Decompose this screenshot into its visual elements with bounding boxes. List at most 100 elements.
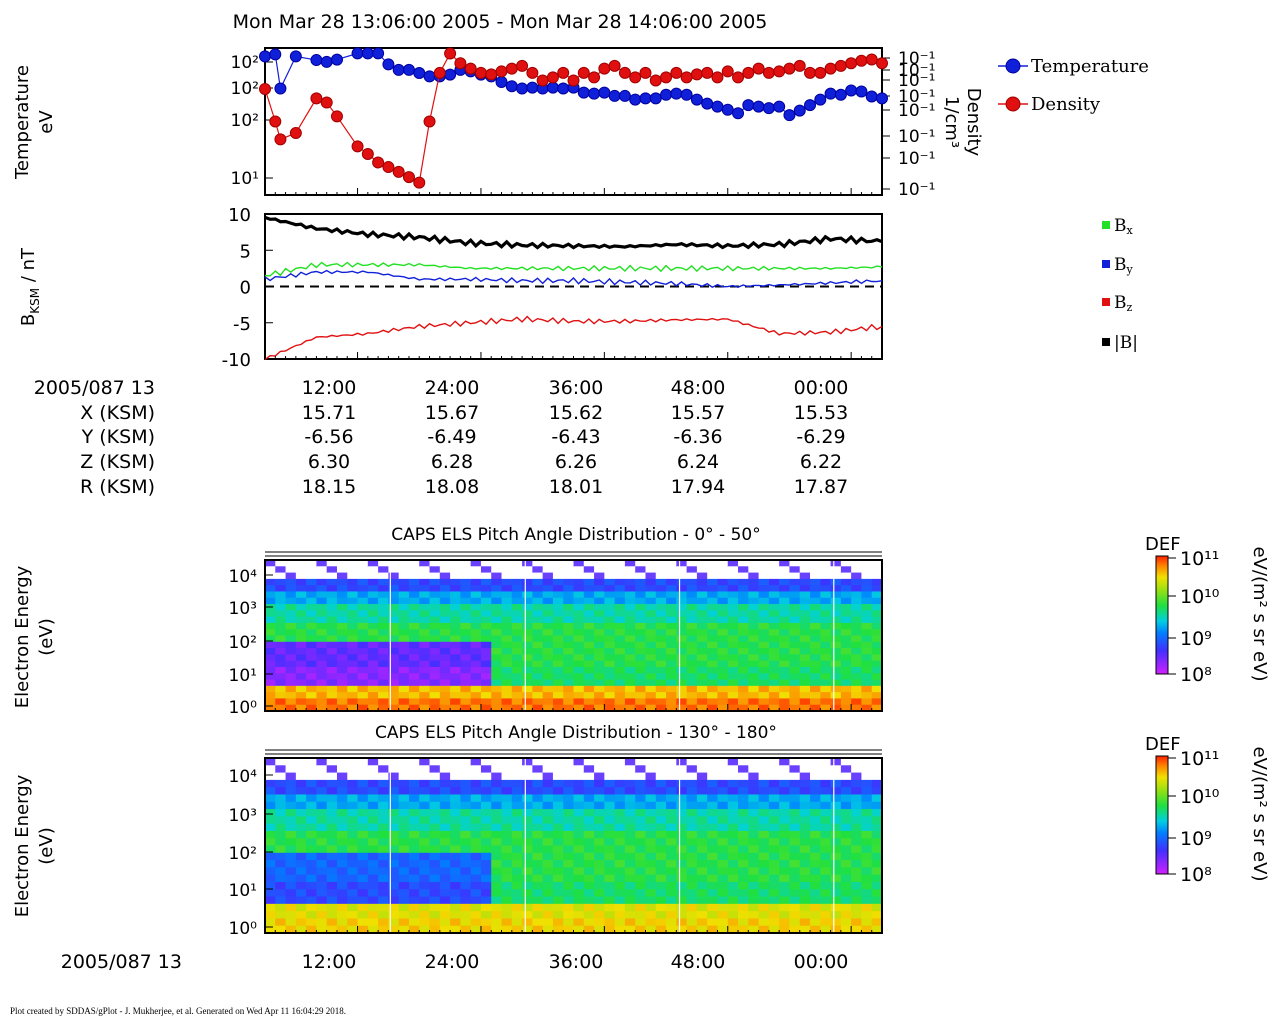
- spectrogram-cell: [707, 560, 719, 567]
- spectrogram-cell: [707, 673, 719, 681]
- spectrogram-cell: [511, 610, 523, 618]
- spectrogram-cell: [594, 845, 605, 854]
- spectrogram-cell: [604, 566, 616, 574]
- spectrogram-cell: [820, 889, 832, 898]
- spectrogram-cell: [460, 616, 472, 624]
- spectrogram-cell: [408, 560, 420, 567]
- spectrogram-cell: [799, 622, 811, 630]
- spectrogram-cell: [367, 896, 379, 905]
- spectrogram-cell: [748, 660, 760, 668]
- temperature-point: [330, 53, 343, 66]
- spectrogram-cell: [789, 860, 801, 868]
- spectrogram-cell: [594, 765, 605, 774]
- spectrogram-cell: [676, 673, 688, 681]
- spectrogram-cell: [871, 845, 883, 854]
- spectrogram-cell: [727, 896, 739, 905]
- spectrogram-cell: [717, 698, 729, 706]
- spectrogram-cell: [429, 860, 441, 868]
- spectrogram-cell: [388, 641, 400, 649]
- spectrogram-cell: [429, 641, 441, 649]
- spectrogram-cell: [316, 765, 328, 774]
- spectrogram-cell: [501, 616, 513, 624]
- density-point: [814, 66, 827, 79]
- spectrogram-cell: [419, 867, 431, 876]
- spectrogram-cell: [511, 578, 523, 586]
- spectrogram-cell: [768, 758, 780, 766]
- spectrogram-cell: [522, 881, 533, 890]
- spectrogram-cell: [542, 578, 554, 586]
- spectrogram-cell: [542, 860, 554, 868]
- spectrogram-cell: [604, 591, 616, 599]
- spectrogram-cell: [501, 896, 513, 905]
- spectrogram-cell: [686, 585, 698, 593]
- spectrogram-cell: [563, 765, 575, 774]
- spectrogram-cell: [604, 666, 616, 674]
- spectrogram-cell: [748, 666, 760, 674]
- spectrogram-cell: [470, 889, 482, 898]
- spectrogram-cell: [563, 874, 575, 883]
- spectrogram-cell: [696, 830, 708, 839]
- spectrogram-cell: [439, 629, 451, 637]
- spectrogram-cell: [717, 867, 729, 876]
- spectrogram-cell: [542, 903, 554, 912]
- spectrogram-cell: [336, 610, 348, 618]
- spectrogram-cell: [686, 809, 698, 817]
- spectrogram-cell: [532, 572, 544, 580]
- spectrogram-cell: [501, 704, 513, 712]
- spectrogram-cell: [789, 794, 801, 803]
- bz-legend-label: Bz: [1114, 293, 1133, 314]
- spectrogram-cell: [635, 610, 647, 618]
- spectrogram-cell: [378, 860, 389, 868]
- spectrogram-cell: [552, 816, 564, 825]
- spectrogram-cell: [511, 830, 523, 839]
- spectrogram-cell: [275, 666, 287, 674]
- spectrogram-cell: [522, 679, 533, 687]
- spectrogram-cell: [614, 918, 626, 927]
- spectrogram-cell: [522, 889, 533, 898]
- spectrogram-cell: [624, 597, 636, 605]
- spectrogram-cell: [851, 845, 863, 854]
- spectrogram-cell: [830, 622, 842, 630]
- spectrogram-cell: [419, 635, 431, 643]
- spectrogram-cell: [727, 845, 739, 854]
- spectrogram-cell: [768, 585, 780, 593]
- spectrogram-cell: [645, 845, 657, 854]
- density-point: [505, 62, 518, 75]
- spectrogram-cell: [655, 641, 667, 649]
- spectrogram-cell: [295, 654, 307, 662]
- spectrogram-cell: [480, 867, 492, 876]
- spectrogram-cell: [542, 867, 554, 876]
- spectrogram-cell: [552, 597, 564, 605]
- spectrogram-cell: [583, 765, 595, 774]
- spectrogram-cell: [696, 816, 708, 825]
- spectrogram-cell: [563, 679, 575, 687]
- els-0-50-title: CAPS ELS Pitch Angle Distribution - 0° -…: [391, 525, 760, 545]
- spectrogram-cell: [645, 635, 657, 643]
- spectrogram-cell: [635, 765, 647, 774]
- spectrogram-cell: [799, 610, 811, 618]
- spectrogram-cell: [645, 685, 657, 693]
- spectrogram-cell: [501, 787, 513, 796]
- spectrogram-cell: [748, 641, 760, 649]
- spectrogram-cell: [480, 765, 492, 774]
- spectrogram-cell: [573, 654, 585, 662]
- spectrogram-cell: [511, 704, 523, 712]
- spectrogram-cell: [542, 604, 554, 611]
- spectrogram-cell: [429, 698, 441, 706]
- spectrogram-cell: [378, 692, 389, 700]
- ephemeris-cell: 17.87: [794, 476, 848, 498]
- spectrogram-cell: [696, 881, 708, 890]
- spectrogram-cell: [830, 610, 842, 618]
- spectrogram-cell: [357, 685, 369, 693]
- spectrogram-cell: [316, 629, 328, 637]
- spectrogram-cell: [450, 874, 461, 883]
- spectrogram-cell: [316, 874, 328, 883]
- spectrogram-cell: [583, 666, 595, 674]
- spectrogram-cell: [779, 881, 791, 890]
- spectrogram-cell: [583, 704, 595, 712]
- spectrogram-cell: [552, 801, 564, 810]
- spectrogram-cell: [378, 578, 389, 586]
- spectrogram-cell: [707, 809, 719, 817]
- spectrogram-cell: [491, 692, 503, 700]
- spectrogram-cell: [522, 635, 533, 643]
